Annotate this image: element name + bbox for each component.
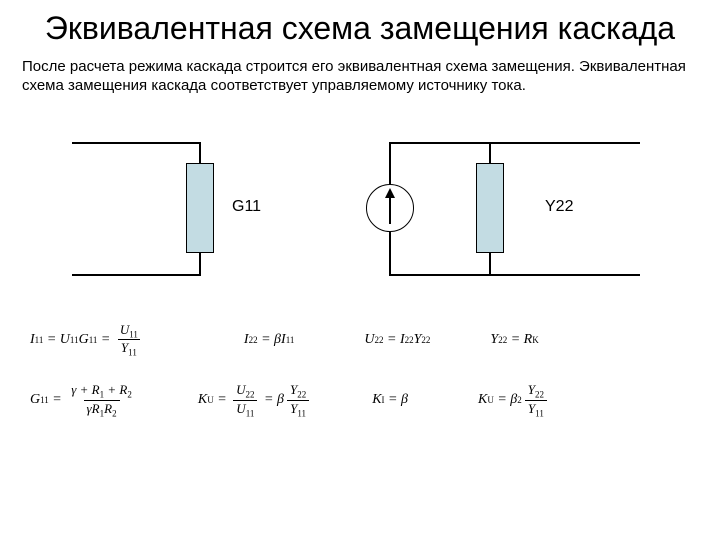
- page-subtitle: После расчета режима каскада строится ег…: [0, 53, 720, 102]
- label-g11: G11: [232, 198, 261, 216]
- formula-row-1: I11 = U11 G11 = U11 Y11 I22 = β I11 U22 …: [30, 322, 690, 358]
- eq-ku2: KU = β2 Y22 Y11: [478, 382, 550, 418]
- eq-u22: U22 = I22 Y22: [364, 332, 430, 348]
- eq-y22: Y22 = RK: [490, 332, 538, 348]
- label-y22: Y22: [545, 198, 573, 216]
- wire-right-rect-bot: [489, 253, 491, 276]
- page-title: Эквивалентная схема замещения каскада: [0, 0, 720, 53]
- rect-g11: [186, 163, 214, 253]
- wire-source-bot: [389, 232, 391, 276]
- eq-i11: I11 = U11 G11 = U11 Y11: [30, 322, 144, 358]
- formula-row-2: G11 = γ + R1 + R2 γR1R2 KU = U22 U11 =: [30, 382, 690, 418]
- eq-ku: KU = U22 U11 = β Y22 Y11: [198, 382, 312, 418]
- wire-right-bottom: [390, 274, 640, 276]
- wire-left-rect-bot: [199, 253, 201, 276]
- arrow-shaft: [389, 196, 391, 224]
- wire-left-bottom: [72, 274, 200, 276]
- wire-left-top: [72, 142, 200, 144]
- wire-left-rect-top: [199, 142, 201, 164]
- arrow-head: [385, 188, 395, 198]
- wire-source-top: [389, 142, 391, 184]
- eq-i22: I22 = β I11: [244, 332, 294, 348]
- formulas: I11 = U11 G11 = U11 Y11 I22 = β I11 U22 …: [0, 312, 720, 418]
- wire-right-rect-top: [489, 142, 491, 164]
- circuit-diagram: G11 Y22: [0, 102, 720, 312]
- wire-right-top: [390, 142, 640, 144]
- eq-g11: G11 = γ + R1 + R2 γR1R2: [30, 382, 138, 418]
- eq-ki: KI = β: [372, 392, 408, 408]
- rect-y22: [476, 163, 504, 253]
